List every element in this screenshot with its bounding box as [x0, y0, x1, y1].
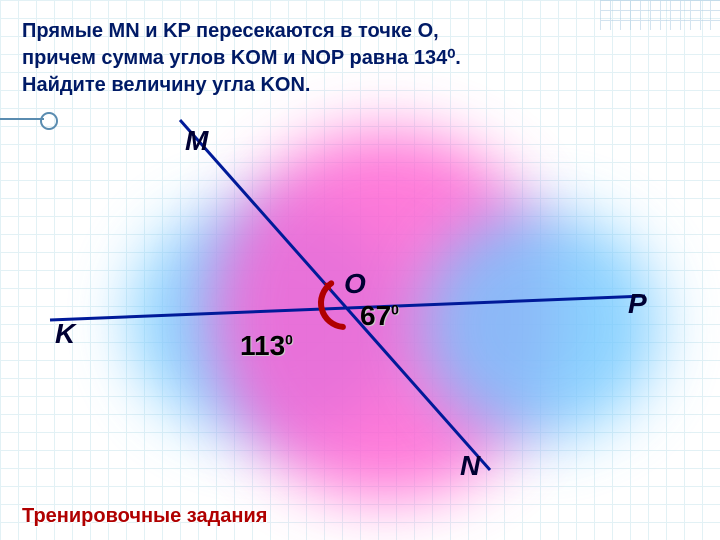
- label-N: N: [460, 450, 480, 482]
- angle-a67: 670: [360, 300, 399, 332]
- label-O: O: [344, 268, 366, 300]
- problem-line1: Прямые MN и KP пересекаются в точке O,: [22, 18, 461, 45]
- problem-text: Прямые MN и KP пересекаются в точке O, п…: [22, 18, 461, 99]
- label-K: K: [55, 318, 75, 350]
- label-M: M: [185, 125, 208, 157]
- problem-line2: причем сумма углов KOM и NOP равна 134⁰.: [22, 45, 461, 72]
- footer-text: Тренировочные задания: [22, 505, 267, 528]
- angle-a113: 1130: [240, 330, 293, 362]
- label-P: P: [628, 288, 647, 320]
- problem-line3: Найдите величину угла KON.: [22, 72, 461, 99]
